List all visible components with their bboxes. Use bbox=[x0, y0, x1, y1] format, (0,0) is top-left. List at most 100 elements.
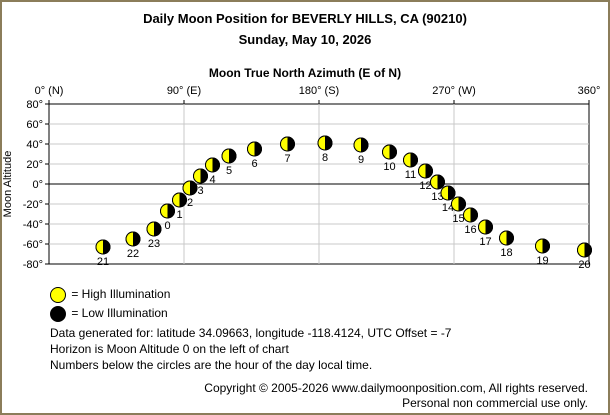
moon-outline bbox=[463, 207, 478, 223]
y-tick-label: 40° bbox=[26, 139, 43, 151]
moon-point-hour-18: 18 bbox=[499, 230, 514, 259]
moon-outline bbox=[172, 192, 187, 208]
moon-point-hour-15: 15 bbox=[451, 196, 466, 225]
y-tick-label: 60° bbox=[26, 119, 43, 131]
hour-label: 14 bbox=[442, 202, 454, 214]
moon-outline bbox=[205, 157, 220, 173]
hour-label: 15 bbox=[452, 213, 464, 225]
hour-label: 18 bbox=[500, 247, 512, 259]
copyright-text: Copyright © 2005-2026 www.dailymoonposit… bbox=[204, 381, 588, 395]
moon-outline bbox=[403, 152, 418, 168]
hour-label: 17 bbox=[479, 236, 491, 248]
license-text: Personal non commercial use only. bbox=[402, 396, 588, 410]
moon-lit-half bbox=[403, 153, 411, 167]
hour-label: 23 bbox=[148, 238, 160, 250]
moon-outline bbox=[182, 180, 198, 196]
note-location: Data generated for: latitude 34.09663, l… bbox=[50, 326, 452, 340]
moon-point-hour-5: 5 bbox=[221, 148, 237, 177]
moon-position-chart: 80° 60° 40° 20° 0° -20° -40° -60° -80° 0° (N) 90° … bbox=[23, 85, 601, 271]
moon-lit-half bbox=[451, 197, 459, 211]
note-hours: Numbers below the circles are the hour o… bbox=[50, 358, 373, 372]
hour-label: 11 bbox=[405, 169, 416, 181]
hour-label: 1 bbox=[176, 209, 182, 221]
moon-outline bbox=[95, 239, 111, 255]
moon-outline bbox=[382, 144, 397, 160]
x-tick-label: 180° (S) bbox=[299, 85, 339, 97]
moon-point-hour-3: 3 bbox=[193, 168, 208, 197]
x-axis-title: Moon True North Azimuth (E of N) bbox=[208, 66, 402, 80]
moon-lit-half bbox=[147, 222, 154, 236]
moon-point-hour-0: 0 bbox=[160, 203, 175, 232]
moon-outline bbox=[478, 219, 493, 235]
y-tick-label: -60° bbox=[23, 239, 43, 251]
moon-outline bbox=[317, 135, 333, 151]
moon-point-hour-14: 14 bbox=[440, 185, 456, 214]
moon-outline bbox=[193, 168, 208, 184]
moon-lit-half bbox=[354, 138, 361, 152]
y-tick-label: -40° bbox=[23, 219, 43, 231]
hour-label: 16 bbox=[464, 224, 476, 236]
moon-point-hour-2: 2 bbox=[182, 180, 198, 209]
moon-point-hour-17: 17 bbox=[478, 219, 493, 248]
hour-label: 8 bbox=[322, 152, 328, 164]
moon-point-hour-11: 11 bbox=[403, 152, 418, 181]
y-tick-label: 0° bbox=[32, 179, 43, 191]
note-horizon: Horizon is Moon Altitude 0 on the left o… bbox=[50, 342, 289, 356]
moon-point-hour-4: 4 bbox=[205, 157, 220, 186]
moon-lit-half bbox=[499, 231, 507, 245]
moon-point-hour-12: 12 bbox=[418, 163, 433, 192]
x-tick-label: 0° (N) bbox=[35, 85, 64, 97]
moon-point-hour-20: 20 bbox=[577, 242, 592, 271]
moon-lit-half bbox=[172, 193, 180, 207]
hour-label: 5 bbox=[226, 165, 232, 177]
moon-point-hour-21: 21 bbox=[95, 239, 111, 268]
low-illumination-swatch bbox=[50, 306, 66, 322]
moon-lit-half bbox=[222, 149, 229, 163]
hour-label: 22 bbox=[127, 248, 139, 260]
moon-point-hour-1: 1 bbox=[172, 192, 187, 221]
hour-label: 4 bbox=[209, 174, 215, 186]
moon-outline bbox=[430, 174, 445, 190]
moon-outline bbox=[499, 230, 514, 246]
hour-label: 9 bbox=[358, 154, 364, 166]
y-tick-label: 80° bbox=[26, 99, 43, 111]
moon-lit-half bbox=[463, 208, 471, 222]
moon-lit-half bbox=[160, 204, 168, 219]
moon-point-hour-6: 6 bbox=[247, 141, 262, 170]
moon-lit-half bbox=[577, 243, 585, 257]
moon-outline bbox=[247, 141, 262, 157]
moon-outline bbox=[535, 238, 550, 254]
y-tick-label: -80° bbox=[23, 259, 43, 271]
moon-lit-half bbox=[247, 142, 255, 156]
moon-point-hour-7: 7 bbox=[280, 136, 295, 165]
legend-high-label: = High Illumination bbox=[71, 287, 171, 302]
moon-outline bbox=[451, 196, 466, 212]
moon-outline bbox=[221, 148, 237, 164]
page-title: Daily Moon Position for BEVERLY HILLS, C… bbox=[143, 11, 467, 26]
hour-label: 12 bbox=[419, 180, 431, 192]
hour-label: 2 bbox=[187, 197, 193, 209]
hour-label: 0 bbox=[164, 220, 170, 232]
moon-outline bbox=[160, 203, 175, 219]
legend-low-label: = Low Illumination bbox=[71, 306, 168, 321]
moon-outline bbox=[125, 231, 141, 247]
moon-lit-half bbox=[382, 145, 390, 159]
moon-lit-half bbox=[535, 239, 543, 254]
moon-outline bbox=[440, 185, 456, 201]
hour-label: 7 bbox=[284, 153, 290, 165]
moon-point-hour-23: 23 bbox=[146, 221, 162, 250]
hour-label: 20 bbox=[578, 259, 590, 271]
moon-outline bbox=[280, 136, 295, 152]
legend-high-illumination: = High Illumination bbox=[50, 287, 170, 303]
moon-point-hour-19: 19 bbox=[535, 238, 550, 267]
x-tick-label: 270° (W) bbox=[432, 85, 476, 97]
hour-label: 19 bbox=[536, 255, 548, 267]
moon-outline bbox=[146, 221, 162, 237]
x-tick-label: 90° (E) bbox=[167, 85, 201, 97]
moon-lit-half bbox=[318, 136, 325, 150]
moon-point-hour-9: 9 bbox=[353, 137, 369, 166]
moon-lit-half bbox=[280, 137, 288, 151]
hour-label: 10 bbox=[383, 161, 395, 173]
moon-lit-half bbox=[430, 175, 438, 189]
moon-point-hour-13: 13 bbox=[430, 174, 445, 203]
